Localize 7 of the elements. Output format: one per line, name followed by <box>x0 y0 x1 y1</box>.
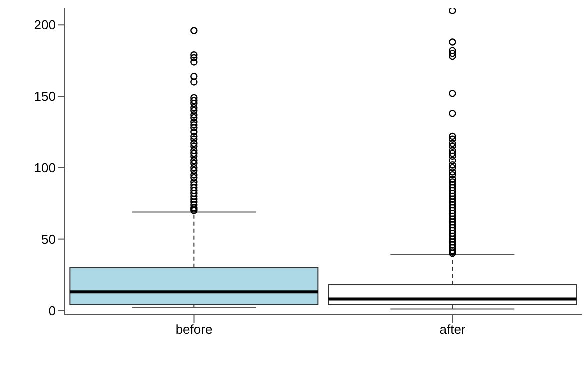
x-tick-label: after <box>440 322 466 338</box>
y-tick-label: 50 <box>42 232 56 247</box>
y-tick-label: 150 <box>34 89 56 104</box>
y-tick-label: 0 <box>48 303 56 318</box>
y-tick-label: 100 <box>34 160 56 176</box>
x-tick-label: before <box>176 322 213 338</box>
y-tick-label: 200 <box>34 18 56 33</box>
